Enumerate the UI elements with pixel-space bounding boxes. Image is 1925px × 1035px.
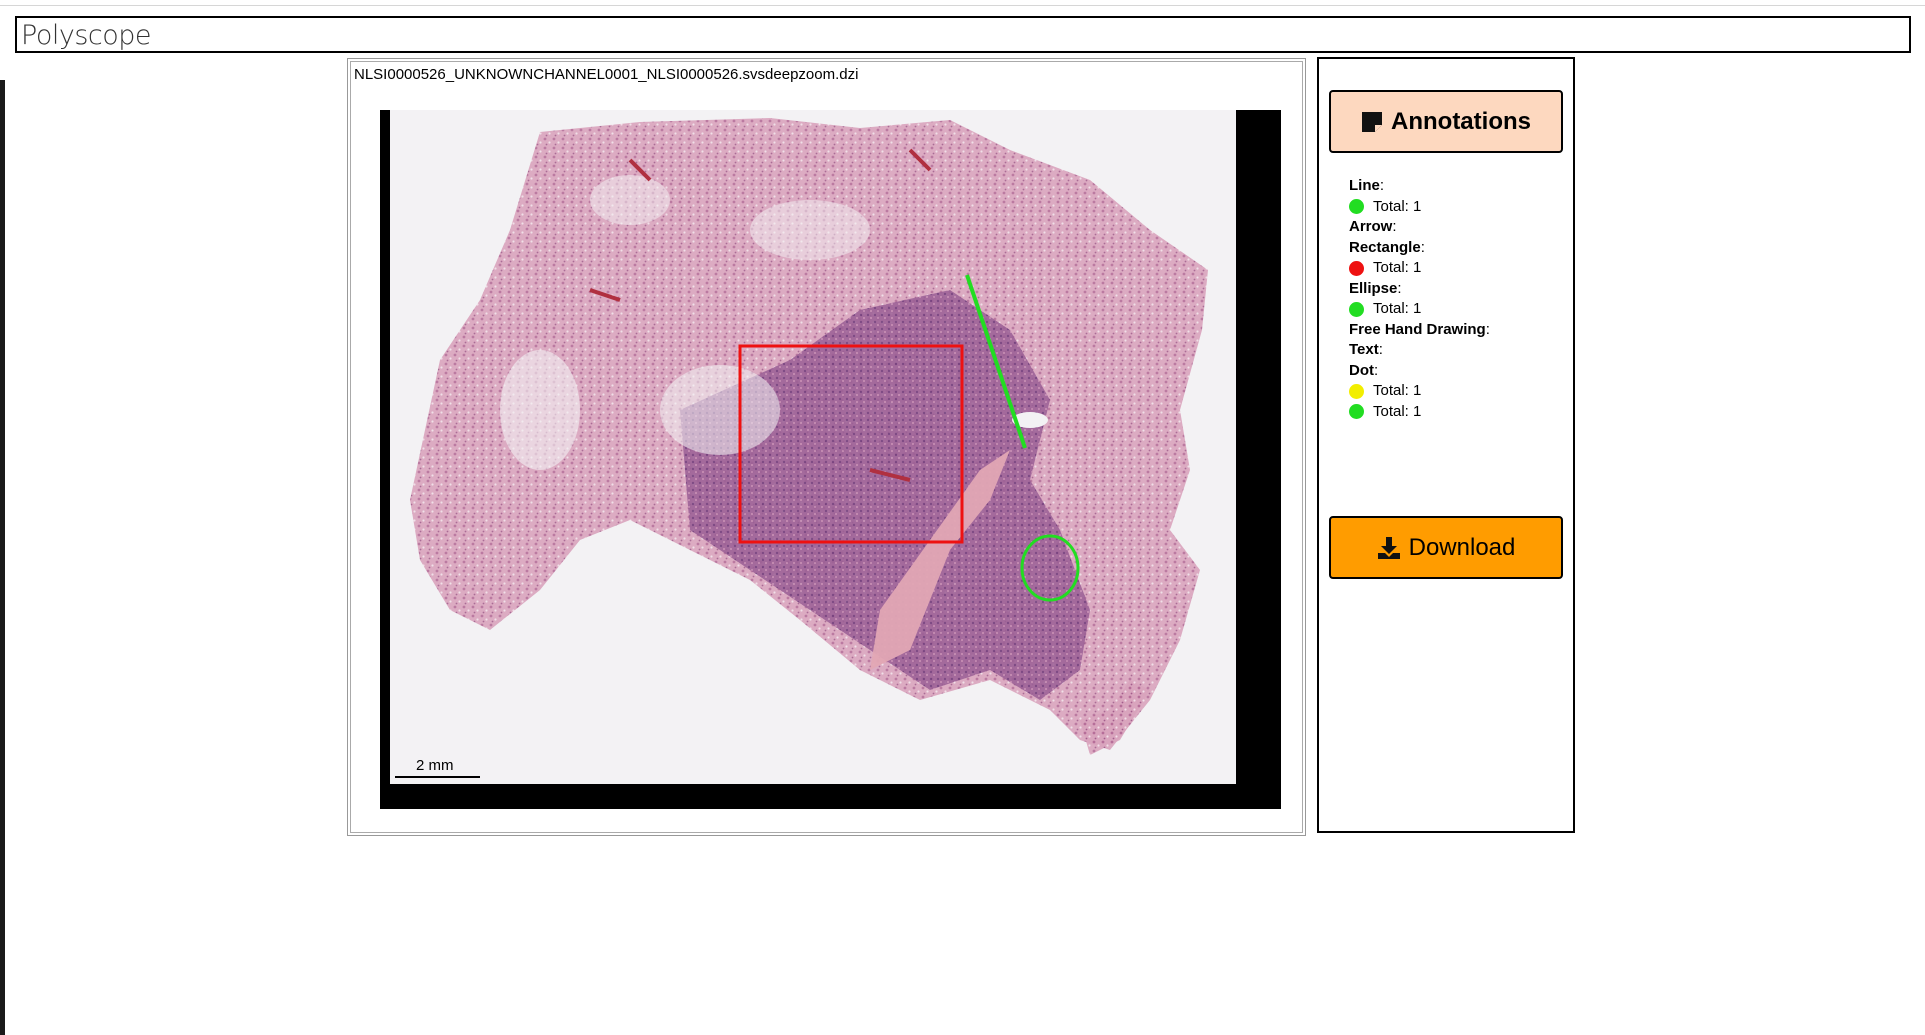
annotation-type-heading: Rectangle: [1349,238,1425,256]
tissue-rendering [410,118,1208,755]
annotation-count-text: Total: 1 [1373,382,1422,399]
annotation-count-item: Total: 1 [1349,381,1490,402]
color-dot-icon [1349,301,1364,317]
annotation-type-heading: Ellipse: [1349,279,1402,297]
annotation-type-heading: Arrow: [1349,218,1397,235]
annotation-summary-list: Line: Total: 1 Arrow: Rectangle: Total: 1 Ell… [1349,176,1490,422]
annotations-sidebar: Annotations Line: Total: 1 Arrow: Rectangle… [1317,57,1575,833]
annotation-count-item: Total: 1 [1349,299,1490,320]
annotation-count-text: Total: 1 [1373,402,1422,420]
annotation-type-name: Arrow [1349,218,1393,235]
annotation-count-item: Total: 1 [1349,197,1490,218]
color-dot-icon [1349,404,1364,420]
annotation-type-heading: Line: [1349,177,1385,194]
annotation-type-name: Rectangle [1349,238,1421,256]
ellipse-annotation[interactable] [1020,534,1080,602]
annotations-button[interactable]: Annotations [1329,90,1563,153]
color-dot-icon [1349,199,1364,215]
slide-file-name: NLSI0000526_UNKNOWNCHANNEL0001_NLSI00005… [354,66,859,83]
annotation-type-heading: Free Hand Drawing: [1349,320,1490,338]
download-button-label: Download [1408,533,1516,561]
download-button[interactable]: Download [1329,516,1563,579]
annotation-count-text: Total: 1 [1373,197,1422,215]
scale-bar [395,776,480,778]
rectangle-annotation[interactable] [738,344,964,544]
slide-canvas[interactable]: 2 mm [380,110,1281,809]
slide-viewer-panel: NLSI0000526_UNKNOWNCHANNEL0001_NLSI00005… [347,58,1306,836]
annotation-count-text: Total: 1 [1373,300,1422,317]
slide-viewer-frame: NLSI0000526_UNKNOWNCHANNEL0001_NLSI00005… [350,61,1303,833]
annotation-type-heading: Text: [1349,341,1383,358]
left-edge-bar [0,80,5,1035]
annotation-count-item: Total: 1 [1349,258,1490,279]
sticky-note-icon [1362,111,1382,132]
line-annotation[interactable] [965,274,1027,449]
color-dot-icon [1349,260,1364,276]
color-dot-icon [1349,383,1364,399]
annotation-type-heading: Dot: [1349,361,1379,379]
histology-slide-image[interactable]: 2 mm [390,110,1236,784]
annotation-type-name: Dot [1349,361,1374,379]
annotation-count-text: Total: 1 [1373,259,1422,276]
app-header: Polyscope [15,16,1911,53]
annotation-count-item: Total: 1 [1349,402,1490,423]
scale-bar-label: 2 mm [416,757,454,774]
annotation-type-name: Free Hand Drawing [1349,320,1486,338]
app-title: Polyscope [21,20,152,51]
annotation-type-name: Ellipse [1349,279,1398,297]
top-divider [0,5,1925,6]
download-icon [1377,536,1400,559]
annotations-button-label: Annotations [1391,107,1531,135]
annotation-type-name: Line [1349,177,1380,194]
annotation-type-name: Text [1349,341,1379,358]
